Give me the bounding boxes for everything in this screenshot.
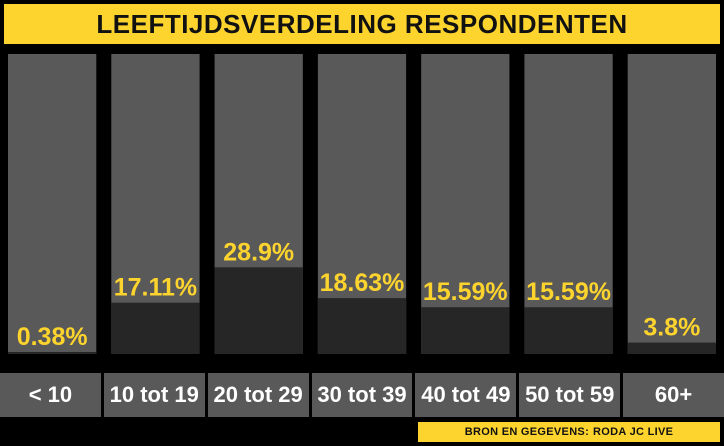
bar-value-label: 0.38% xyxy=(17,323,88,351)
bar-value-label: 3.8% xyxy=(643,314,700,342)
category-label: < 10 xyxy=(0,373,101,417)
bar-value-label: 18.63% xyxy=(320,269,405,297)
bar xyxy=(627,342,716,354)
category-label: 60+ xyxy=(623,373,724,417)
source-name: RODA JC LIVE xyxy=(593,426,674,438)
bar-value-label: 15.59% xyxy=(526,278,611,306)
bar xyxy=(421,307,510,354)
bar-value-label: 15.59% xyxy=(423,278,508,306)
bar-track xyxy=(627,54,716,354)
bar xyxy=(214,267,303,354)
category-label: 40 tot 49 xyxy=(415,373,517,417)
bar-track xyxy=(421,54,510,354)
bar-track xyxy=(524,54,613,354)
bar xyxy=(524,307,613,354)
chart-title: LEEFTIJDSVERDELING RESPONDENTEN xyxy=(96,8,628,39)
bar-track xyxy=(8,54,97,354)
bar xyxy=(8,352,97,354)
category-axis: < 10 10 tot 19 20 tot 29 30 tot 39 40 tot 49… xyxy=(0,373,724,417)
category-label: 30 tot 39 xyxy=(311,373,413,417)
bar xyxy=(111,302,200,354)
source-prefix: BRON EN GEGEVENS: xyxy=(464,426,590,438)
bar-value-label: 17.11% xyxy=(114,274,197,302)
bar xyxy=(317,298,407,354)
source-credit: BRON EN GEGEVENS: RODA JC LIVE xyxy=(418,422,720,442)
category-label: 10 tot 19 xyxy=(103,373,205,417)
category-label: 20 tot 29 xyxy=(207,373,309,417)
category-label: 50 tot 59 xyxy=(519,373,621,417)
title-bar: LEEFTIJDSVERDELING RESPONDENTEN xyxy=(4,4,720,44)
bar-value-label: 28.9% xyxy=(223,238,294,266)
